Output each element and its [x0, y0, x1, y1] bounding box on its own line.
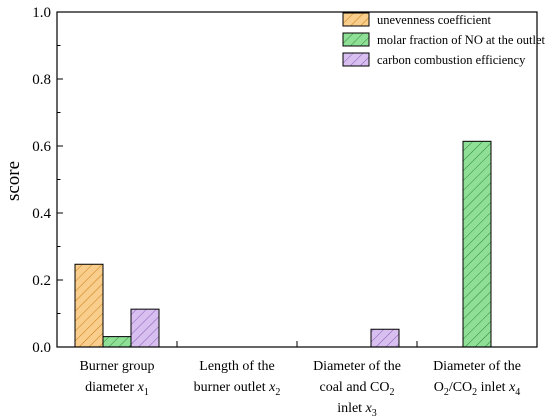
legend-label-1: unevenness coefficient: [377, 13, 491, 27]
x-tick-label: Length of the burner outlet x2: [194, 359, 281, 398]
legend-label-2: molar fraction of NO at the outlet: [377, 33, 546, 47]
y-axis-label: score: [3, 161, 24, 201]
y-tick-label: 0.8: [32, 72, 51, 88]
x-tick-label: Burner group diameter x1: [79, 359, 154, 398]
legend-swatch-2: [342, 32, 370, 47]
x-tick-label: Diameter of the O2/CO2 inlet x4: [433, 359, 521, 398]
x-tick-label: Diameter of the coal and CO2 inlet x3: [313, 359, 401, 418]
legend: unevenness coefficient molar fraction of …: [342, 12, 546, 67]
bar-1-1: [74, 263, 104, 348]
bar-3-1: [130, 308, 160, 348]
bar-2-4: [462, 140, 492, 348]
bar-3-3: [370, 328, 400, 348]
y-tick-label: 0.2: [32, 273, 51, 289]
legend-swatch-3: [342, 52, 370, 67]
legend-label-3: carbon combustion efficiency: [377, 53, 526, 67]
y-tick-label: 0.0: [32, 340, 51, 356]
axes-layer: 0.0 0.2 0.4 0.6 0.8 1.0: [32, 5, 538, 356]
y-tick-label: 0.6: [32, 139, 51, 155]
y-tick-label: 0.4: [32, 206, 51, 222]
bars-layer: [74, 140, 492, 348]
x-tick-labels: Burner group diameter x1 Length of the burn…: [79, 359, 520, 418]
y-tick-label: 1.0: [32, 5, 51, 21]
legend-swatch-1: [342, 12, 370, 27]
bar-2-1: [102, 336, 132, 348]
